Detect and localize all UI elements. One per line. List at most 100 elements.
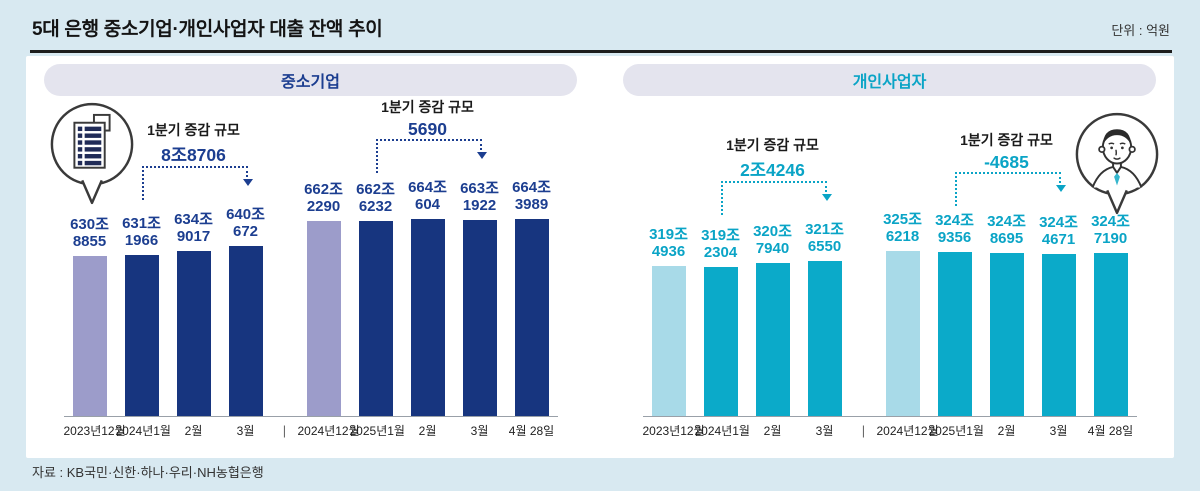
title-rule [30, 50, 1172, 53]
annotation-bracket-right [1058, 172, 1061, 183]
bar [989, 253, 1024, 416]
x-axis-label: 2025년1월 [349, 423, 405, 438]
bar-slot: 325조 6218 [877, 211, 929, 416]
bar-value-label: 325조 6218 [883, 211, 922, 246]
annotation-value: 2조4246 [740, 160, 805, 180]
bar-slot: 319조 2304 [695, 227, 747, 416]
bar-slot: 631조 1966 [116, 215, 168, 416]
bar-value-label: 630조 8855 [70, 216, 109, 251]
bar [176, 251, 211, 416]
chart-individual-business: 개인사업자 [623, 64, 1158, 450]
bars-row: 319조 4936 319조 2304 320조 7940 321조 6550 325조 6218… [642, 100, 1137, 417]
bar-value-label: 324조 9356 [935, 212, 974, 247]
bar [651, 266, 686, 416]
bar-slot: 319조 4936 [643, 226, 695, 416]
source-note: 자료 : KB국민·신한·하나·우리·NH농협은행 [32, 465, 264, 480]
bar [514, 219, 549, 416]
annotation-bracket-right [824, 181, 827, 192]
arrow-down-icon [1055, 185, 1066, 197]
bar-value-label: 662조 6232 [356, 181, 395, 216]
annotation-label: 1분기 증감 규모 [147, 122, 240, 138]
bar [462, 220, 497, 416]
x-axis-label: 4월 28일 [1087, 423, 1134, 438]
chart-badge-individual: 개인사업자 [623, 64, 1156, 96]
x-axis-label: 2024년12월 [876, 423, 939, 438]
plot-area: 319조 4936 319조 2304 320조 7940 321조 6550 325조 6218… [642, 100, 1158, 443]
bar-slot: 662조 6232 [350, 181, 402, 416]
bar-value-label: 324조 4671 [1039, 214, 1078, 249]
bar-slot: 663조 1922 [454, 180, 506, 416]
x-axis-label: 2월 [184, 423, 203, 438]
annotation-value: -4685 [984, 152, 1029, 172]
annotation-bracket-right [479, 139, 482, 150]
building-speech-bubble-icon [48, 100, 136, 215]
bar-value-label: 324조 8695 [987, 213, 1026, 248]
x-axis-label: 2024년1월 [694, 423, 750, 438]
x-axis-label: 2025년1월 [928, 423, 984, 438]
bar [228, 246, 263, 416]
bar [410, 219, 445, 416]
x-axis-label: 2023년12월 [63, 423, 126, 438]
x-axis-label: 3월 [815, 423, 834, 438]
bar-slot: 664조 3989 [506, 179, 558, 416]
bar-value-label: 321조 6550 [805, 221, 844, 256]
x-axis-label: 3월 [1049, 423, 1068, 438]
annotation: 1분기 증감 규모 5690 [313, 97, 543, 140]
arrow-down-icon [821, 194, 832, 206]
bar-value-label: 320조 7940 [753, 223, 792, 258]
annotation-value: 5690 [408, 119, 447, 139]
bar [306, 221, 341, 416]
group-divider-tick: | [282, 422, 287, 438]
bar [807, 261, 842, 416]
x-axis-label: 2024년12월 [297, 423, 360, 438]
x-axis-label: 2월 [418, 423, 437, 438]
bar-slot: 324조 4671 [1033, 214, 1085, 416]
annotation-bracket [954, 172, 1066, 206]
bar-slot: 662조 2290 [298, 181, 350, 416]
x-axis-label: 2023년12월 [642, 423, 705, 438]
bar [1041, 254, 1076, 416]
bar-slot: 664조 604 [402, 179, 454, 416]
bar-slot: 324조 8695 [981, 213, 1033, 416]
chart-badge-sme: 중소기업 [44, 64, 577, 96]
annotation: 1분기 증감 규모 -4685 [892, 130, 1122, 173]
annotation-bracket-right [245, 166, 248, 177]
x-axis-label: 3월 [470, 423, 489, 438]
bar-slot: 324조 7190 [1085, 213, 1137, 416]
plot-area: 630조 8855 631조 1966 634조 9017 640조 672 662조 2290 6… [50, 97, 558, 443]
arrow-down-icon [242, 179, 253, 191]
bar-slot: 634조 9017 [168, 211, 220, 416]
x-axis-label: 2월 [763, 423, 782, 438]
x-axis-label: 2024년1월 [115, 423, 171, 438]
businessman-speech-bubble-icon [1073, 110, 1161, 225]
bar [885, 251, 920, 416]
x-axis-row: 2023년12월 2024년1월 2월 3월 | 2024년12월 2025년1월 2월 3월 4… [64, 417, 558, 443]
annotation-bracket [720, 181, 832, 215]
bar [937, 252, 972, 416]
annotation: 1분기 증감 규모 2조4246 [658, 135, 888, 182]
bar-value-label: 662조 2290 [304, 181, 343, 216]
annotation-label: 1분기 증감 규모 [381, 99, 474, 115]
bar-slot: 630조 8855 [64, 216, 116, 416]
x-axis-label: 3월 [236, 423, 255, 438]
annotation-bracket [375, 139, 487, 173]
x-axis-row: 2023년12월 2024년1월 2월 3월 | 2024년12월 2025년1월 2월 3월 4… [643, 417, 1137, 443]
bar [755, 263, 790, 416]
x-axis-label: 2월 [997, 423, 1016, 438]
bar-value-label: 319조 4936 [649, 226, 688, 261]
bar-value-label: 664조 604 [408, 179, 447, 214]
group-divider-tick: | [861, 422, 866, 438]
bar-value-label: 640조 672 [226, 206, 265, 241]
bar [72, 256, 107, 416]
annotation-value: 8조8706 [161, 145, 226, 165]
bar-value-label: 664조 3989 [512, 179, 551, 214]
bar-slot: 321조 6550 [799, 221, 851, 416]
annotation-label: 1분기 증감 규모 [726, 137, 819, 153]
annotation: 1분기 증감 규모 8조8706 [79, 120, 309, 167]
arrow-down-icon [476, 152, 487, 164]
annotation-bracket [141, 166, 253, 200]
bar [358, 221, 393, 416]
bar-slot: 640조 672 [220, 206, 272, 416]
bar-value-label: 634조 9017 [174, 211, 213, 246]
